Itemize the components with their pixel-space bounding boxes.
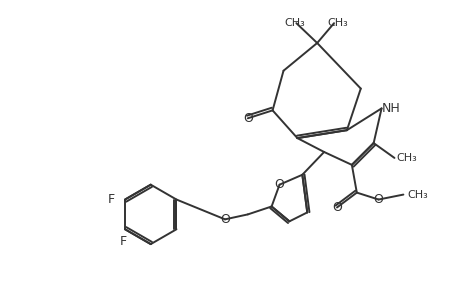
Text: F: F [107, 193, 114, 206]
Text: O: O [219, 213, 230, 226]
Text: O: O [274, 178, 284, 191]
Text: O: O [242, 112, 252, 125]
Text: F: F [119, 235, 126, 248]
Text: O: O [373, 193, 383, 206]
Text: O: O [331, 201, 341, 214]
Text: CH₃: CH₃ [406, 190, 427, 200]
Text: CH₃: CH₃ [327, 18, 347, 28]
Text: CH₃: CH₃ [283, 18, 304, 28]
Text: CH₃: CH₃ [395, 153, 416, 163]
Text: NH: NH [381, 102, 399, 115]
